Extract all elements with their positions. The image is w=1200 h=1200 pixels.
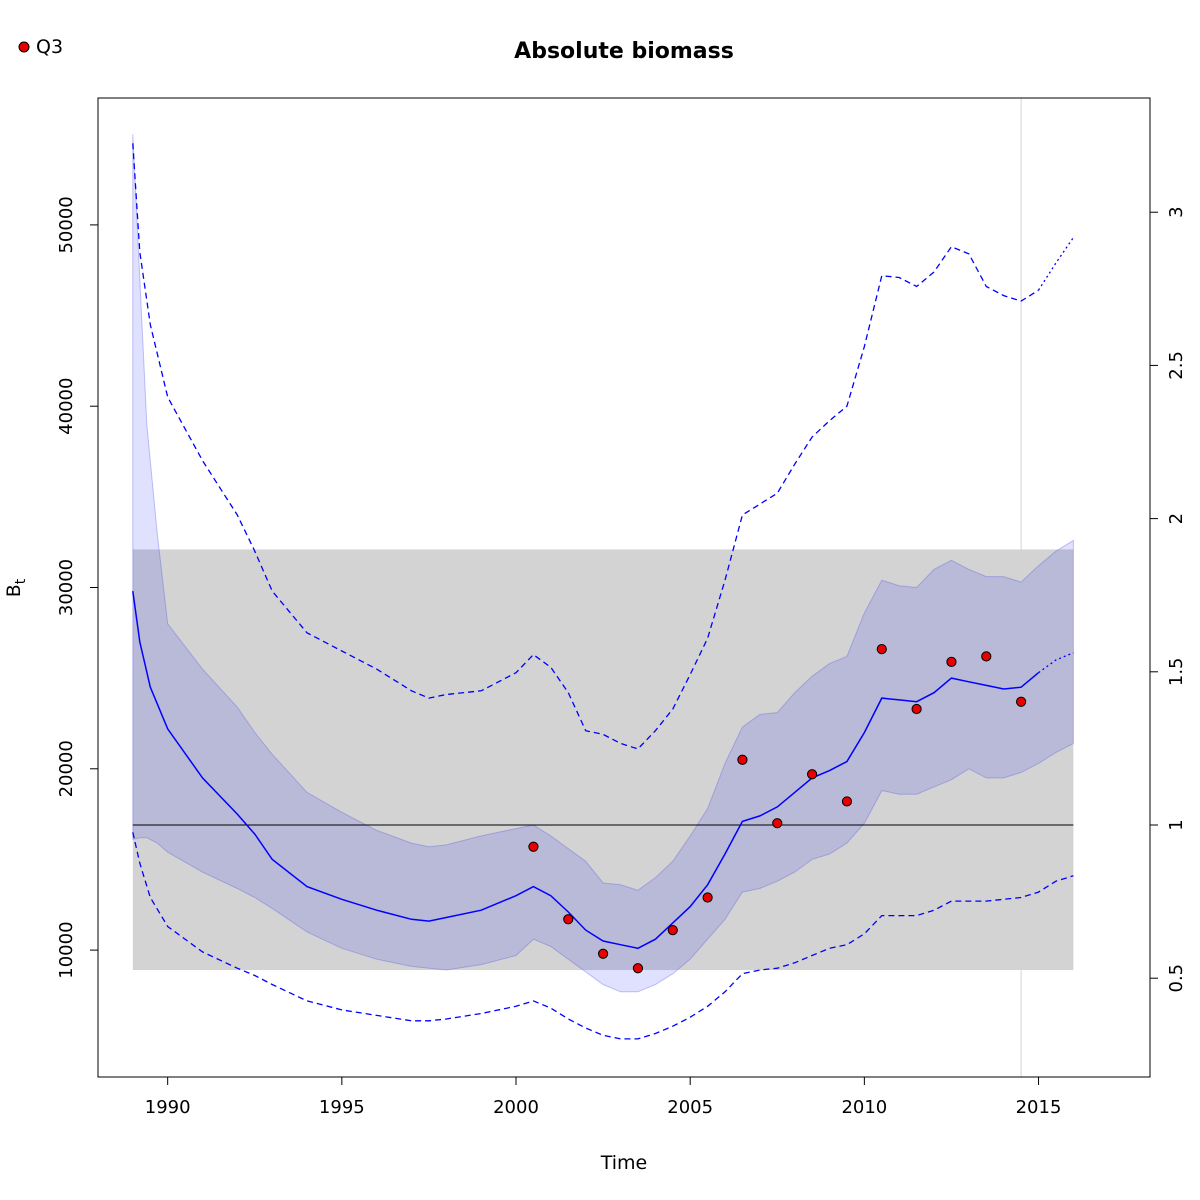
secondary-tick-label: 2: [1166, 513, 1187, 524]
chart-title: Absolute biomass: [514, 39, 734, 64]
data-point: [911, 703, 922, 715]
y-tick-label: 40000: [56, 378, 77, 435]
series-upper-bound-forecast: [1037, 237, 1074, 291]
y-tick-label: 50000: [56, 196, 77, 253]
data-point: [1016, 696, 1027, 707]
series-forecast: [1038, 652, 1074, 674]
secondary-tick-label: 2.5: [1166, 351, 1187, 380]
legend-label-q3: Q3: [36, 36, 63, 58]
y-tick-label: 10000: [56, 921, 77, 978]
x-axis-title: Time: [600, 1152, 648, 1174]
secondary-tick-label: 3: [1166, 206, 1187, 217]
y-axis-title: Bt: [3, 578, 29, 597]
series-estimate: [132, 590, 1039, 950]
x-tick-label: 1990: [145, 1097, 191, 1118]
data-point: [632, 963, 644, 974]
secondary-tick-label: 1.5: [1166, 657, 1187, 686]
x-tick-label: 2005: [667, 1097, 713, 1118]
secondary-y-axis: 0.5 1 1.5 2 2.5 3: [1149, 206, 1187, 993]
legend-marker-q3: [18, 41, 30, 53]
data-point: [946, 656, 957, 667]
data-point: [841, 796, 853, 807]
series-lower-bound: [132, 832, 1074, 1040]
data-point: [597, 948, 609, 959]
y-axis: 10000 20000 30000 40000 50000: [56, 196, 99, 979]
x-axis: 1990 1995 2000 2005 2010 2015: [145, 1076, 1062, 1118]
plot-area: [132, 98, 1074, 1077]
y-tick-label: 30000: [56, 559, 77, 616]
data-point: [737, 754, 748, 765]
reference-band: [132, 549, 1074, 971]
x-tick-label: 2000: [493, 1097, 539, 1118]
y-axis-title-subscript: t: [13, 578, 29, 584]
data-point: [772, 818, 783, 829]
y-axis-title-main: B: [3, 584, 25, 597]
data-point: [563, 914, 574, 925]
y-tick-label: 20000: [56, 740, 77, 797]
data-point: [702, 892, 713, 903]
secondary-tick-label: 1: [1166, 819, 1187, 830]
data-point: [981, 651, 992, 662]
confidence-band: [132, 134, 1074, 993]
secondary-tick-label: 0.5: [1166, 964, 1187, 993]
data-point: [667, 925, 678, 936]
x-tick-label: 2015: [1016, 1097, 1062, 1118]
data-point: [876, 644, 887, 655]
x-tick-label: 2010: [841, 1097, 887, 1118]
data-point: [807, 769, 818, 780]
legend: Q3: [18, 36, 63, 58]
series-upper-bound: [132, 143, 1039, 750]
x-tick-label: 1995: [319, 1097, 365, 1118]
data-point: [528, 841, 539, 852]
